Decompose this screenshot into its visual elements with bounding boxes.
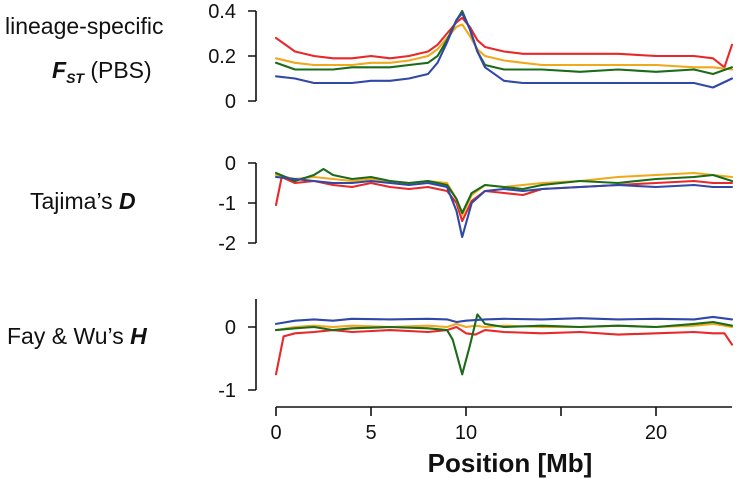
faywu-series-blue <box>274 315 734 325</box>
faywu-symbol: H <box>130 323 147 349</box>
faywu-label: Fay & Wu’s H <box>7 323 147 349</box>
fst-label-line1: lineage-specific <box>5 13 164 39</box>
x-axis-label: Position [Mb] <box>428 448 593 478</box>
tajima-ytick-2: -2 <box>218 233 236 255</box>
faywu-ytick-1: -1 <box>218 380 236 402</box>
panel-faywu: Fay & Wu’s H 0 -1 <box>7 299 734 402</box>
xtick-3: 20 <box>645 422 667 444</box>
fst-suffix: (PBS) <box>84 57 152 83</box>
fst-series-green <box>274 9 734 76</box>
tajima-ytick-0: 0 <box>225 153 236 175</box>
tajima-ytick-1: -1 <box>218 193 236 215</box>
fst-subscript: ST <box>66 70 85 86</box>
faywu-ytick-0: 0 <box>225 317 236 339</box>
fst-series-blue <box>274 12 734 89</box>
xtick-2: 10 <box>455 422 477 444</box>
faywu-label-text: Fay & Wu’s <box>7 323 130 349</box>
fst-y-axis <box>248 10 257 102</box>
tajima-symbol: D <box>119 188 136 214</box>
panel-fst: lineage-specific FST (PBS) 0.4 0.2 0 <box>5 1 734 113</box>
tajima-label: Tajima’s D <box>30 188 136 214</box>
panel-tajima: Tajima’s D 0 -1 -2 <box>30 153 734 255</box>
xtick-1: 5 <box>365 422 376 444</box>
xtick-0: 0 <box>270 422 281 444</box>
faywu-series-green <box>274 313 734 376</box>
fst-label-line2: FST (PBS) <box>52 57 152 86</box>
faywu-y-axis <box>248 299 257 391</box>
x-axis-line <box>275 406 732 416</box>
x-axis: 0 5 10 20 Position [Mb] <box>270 406 732 478</box>
tajima-label-text: Tajima’s <box>30 188 119 214</box>
fst-ytick-0: 0.4 <box>208 1 236 23</box>
tajima-series-blue <box>274 175 734 239</box>
fst-symbol: F <box>52 57 67 83</box>
fst-ytick-2: 0 <box>225 91 236 113</box>
tajima-series-orange <box>274 171 734 217</box>
fst-ytick-1: 0.2 <box>208 46 236 68</box>
tajima-y-axis <box>248 162 257 244</box>
tajima-series-green <box>274 167 734 215</box>
fst-series-orange <box>274 23 734 71</box>
faywu-series-red <box>274 325 734 376</box>
